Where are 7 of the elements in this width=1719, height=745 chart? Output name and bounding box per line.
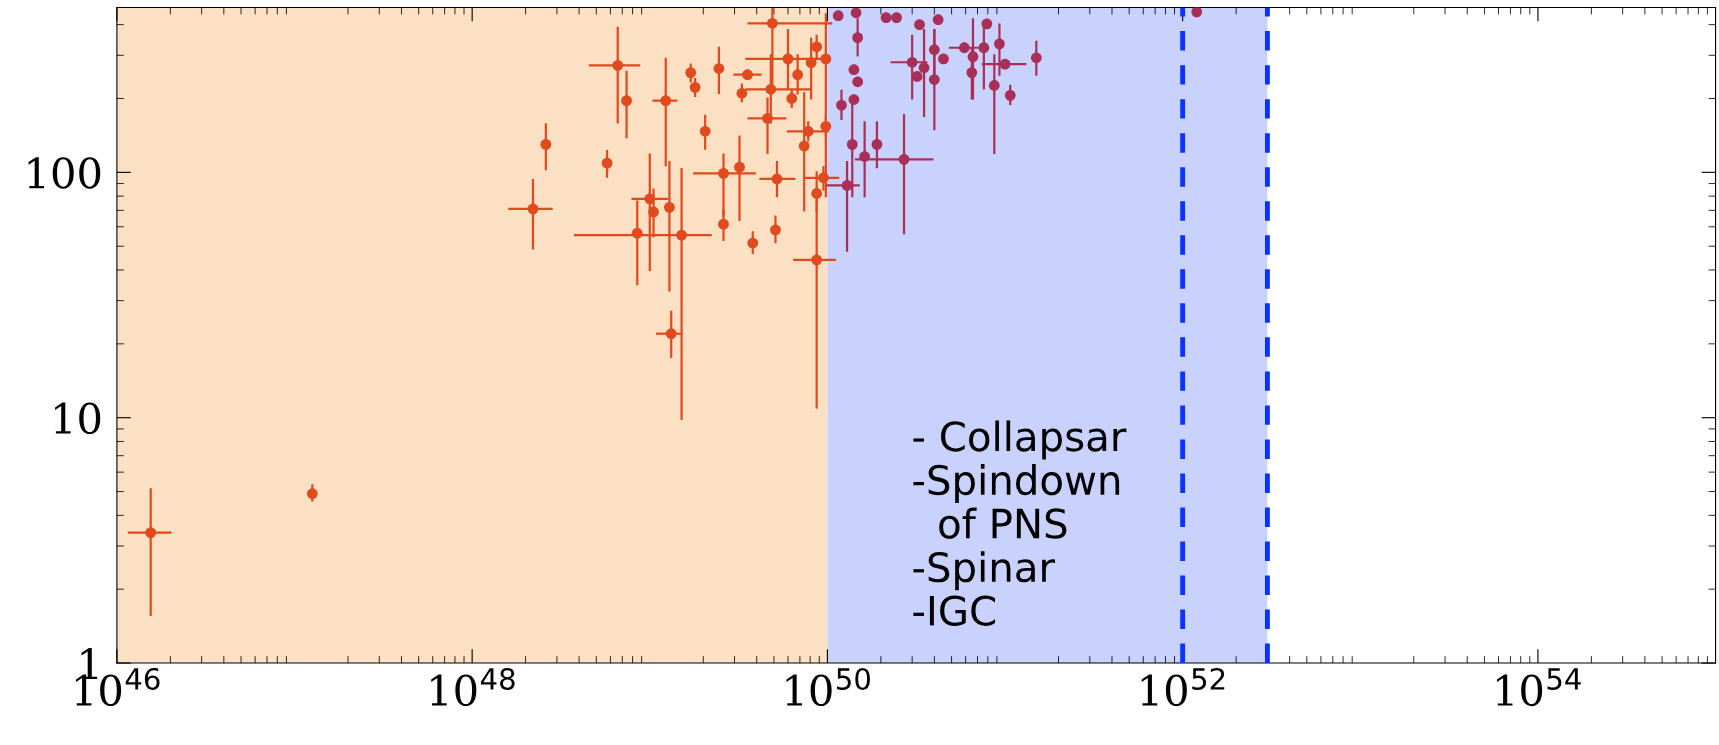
y-tick-label: 100	[28, 157, 101, 189]
x-tick-label: 10$^{54}$	[1496, 668, 1581, 707]
y-tick-label: 10	[55, 402, 101, 435]
annotation: - Collapsar -Spindown of PNS -Spinar -IGC	[913, 420, 1127, 626]
x-tick-label: 10$^{52}$	[1141, 667, 1225, 707]
x-tick-label: 10$^{50}$	[786, 667, 870, 707]
x-tick-label: 10$^{48}$	[431, 667, 515, 707]
